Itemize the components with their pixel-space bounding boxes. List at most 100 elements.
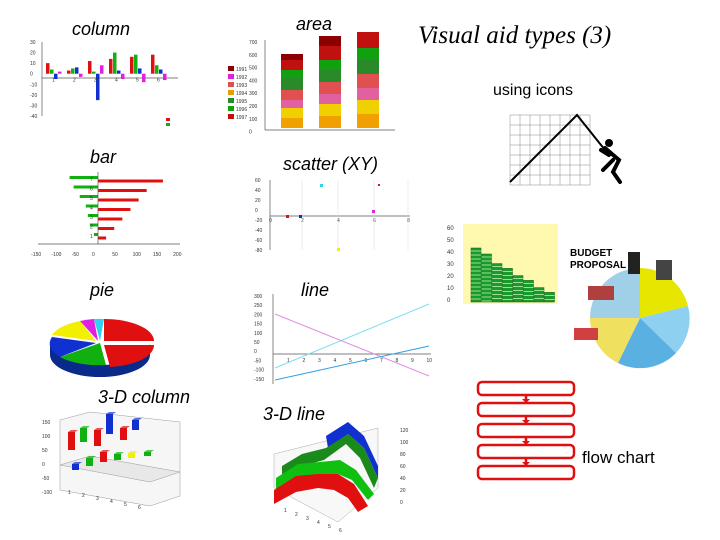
legend-swatch (228, 98, 234, 103)
y-tick: -40 (30, 114, 37, 120)
y-tick: 500 (249, 66, 258, 72)
x-tick: 5 (328, 524, 331, 530)
area-segment (319, 82, 341, 94)
x-tick: 4 (115, 78, 118, 84)
hbar (98, 179, 163, 183)
flow-step (476, 422, 576, 439)
x-tick: 200 (173, 252, 182, 258)
y-tick: 10 (447, 286, 454, 292)
label-3d-line: 3-D line (263, 404, 326, 424)
y-tick: 40 (447, 250, 454, 256)
legend-swatch (228, 74, 234, 79)
x-tick: 6 (373, 218, 376, 224)
y-tick: 100 (400, 440, 409, 446)
legend-label: 1995 (236, 99, 247, 105)
column-bar (155, 65, 159, 74)
column-bar (163, 73, 167, 81)
y-tick: -60 (255, 238, 262, 244)
column-chart: 30 20 10 0 -10 -20 -30 -40 1 2 3 4 5 6 (30, 40, 178, 126)
x-tick: 1 (68, 490, 71, 496)
slide-title: Visual aid types (3) (418, 22, 612, 49)
y-tick: 2 (90, 225, 93, 231)
hbar (89, 223, 98, 227)
money-stack (512, 275, 524, 303)
area-segment (319, 60, 341, 70)
hbar (98, 198, 139, 202)
y-tick: 50 (254, 340, 260, 346)
area-segment (281, 54, 303, 60)
y-tick: 40 (400, 476, 406, 482)
area-segment (281, 70, 303, 78)
x-tick: 0 (92, 252, 95, 258)
area-segment (281, 108, 303, 118)
area-segment (319, 104, 341, 116)
x-tick: 9 (411, 358, 414, 364)
bar-chart: 7 6 5 4 3 2 1 -150 -100 -50 0 50 100 150 200 (31, 172, 182, 258)
flow-step (476, 380, 576, 397)
3d-column (86, 458, 93, 466)
flow-step (476, 464, 576, 481)
area-chart: 700 600 500 400 300 200 100 0 1991 1992 1993 1994 1… (228, 32, 395, 136)
hbar (69, 176, 98, 179)
area-segment (357, 88, 379, 100)
3d-column (80, 428, 87, 442)
y-tick: 60 (447, 226, 454, 232)
y-tick: 7 (90, 177, 93, 183)
y-tick: 20 (255, 198, 261, 204)
y-tick: 0 (254, 349, 257, 355)
y-tick: 120 (400, 428, 409, 434)
x-tick: 5 (349, 358, 352, 364)
svg-text:PROPOSAL: PROPOSAL (570, 260, 626, 271)
area-segment (281, 78, 303, 90)
y-tick: -10 (30, 82, 37, 88)
money-stack (502, 268, 513, 303)
column-bar (54, 73, 58, 79)
column-bar (92, 71, 96, 74)
legend-swatch (228, 66, 234, 71)
x-tick: -50 (72, 252, 79, 258)
legend-label: 1992 (236, 75, 247, 81)
y-tick: 300 (249, 91, 258, 97)
area-segment (319, 70, 341, 82)
x-tick: 6 (365, 358, 368, 364)
y-tick: -40 (255, 228, 262, 234)
column-bar (159, 69, 163, 74)
area-segment (319, 94, 341, 104)
y-tick: 250 (254, 303, 263, 309)
x-tick: -150 (31, 252, 41, 258)
3d-column (144, 452, 151, 456)
x-tick: 1 (52, 78, 55, 84)
flow-chart (476, 380, 576, 481)
x-tick: 2 (82, 493, 85, 499)
hbar (93, 233, 98, 236)
y-tick: 200 (249, 104, 258, 110)
x-tick: 4 (337, 218, 340, 224)
hbar (87, 214, 98, 217)
x-tick: 150 (153, 252, 162, 258)
y-tick: 0 (400, 500, 403, 506)
legend-swatch (228, 114, 234, 119)
x-tick: 1 (284, 508, 287, 514)
y-tick: -100 (254, 368, 264, 374)
y-tick: 0 (249, 130, 252, 136)
y-tick: 6 (90, 187, 93, 193)
y-tick: 700 (249, 40, 258, 46)
y-tick: -80 (255, 248, 262, 254)
legend-label: 1994 (236, 91, 247, 97)
column-bar (151, 54, 155, 74)
3d-line-chart: 120 100 80 60 40 20 0 1 2 3 4 5 6 (273, 422, 409, 534)
hbar (98, 208, 131, 211)
x-tick: 4 (110, 499, 113, 505)
label-flow-chart: flow chart (582, 448, 655, 467)
area-segment (357, 48, 379, 60)
climber-icon (509, 113, 622, 186)
area-segment (319, 36, 341, 46)
label-scatter: scatter (XY) (283, 154, 379, 174)
x-tick: 4 (334, 358, 337, 364)
y-tick: 5 (90, 196, 93, 202)
y-tick: 60 (255, 178, 261, 184)
label-3d-column: 3-D column (98, 387, 191, 407)
label-area: area (296, 14, 333, 34)
y-tick: 150 (42, 420, 51, 426)
column-bar (117, 70, 121, 74)
